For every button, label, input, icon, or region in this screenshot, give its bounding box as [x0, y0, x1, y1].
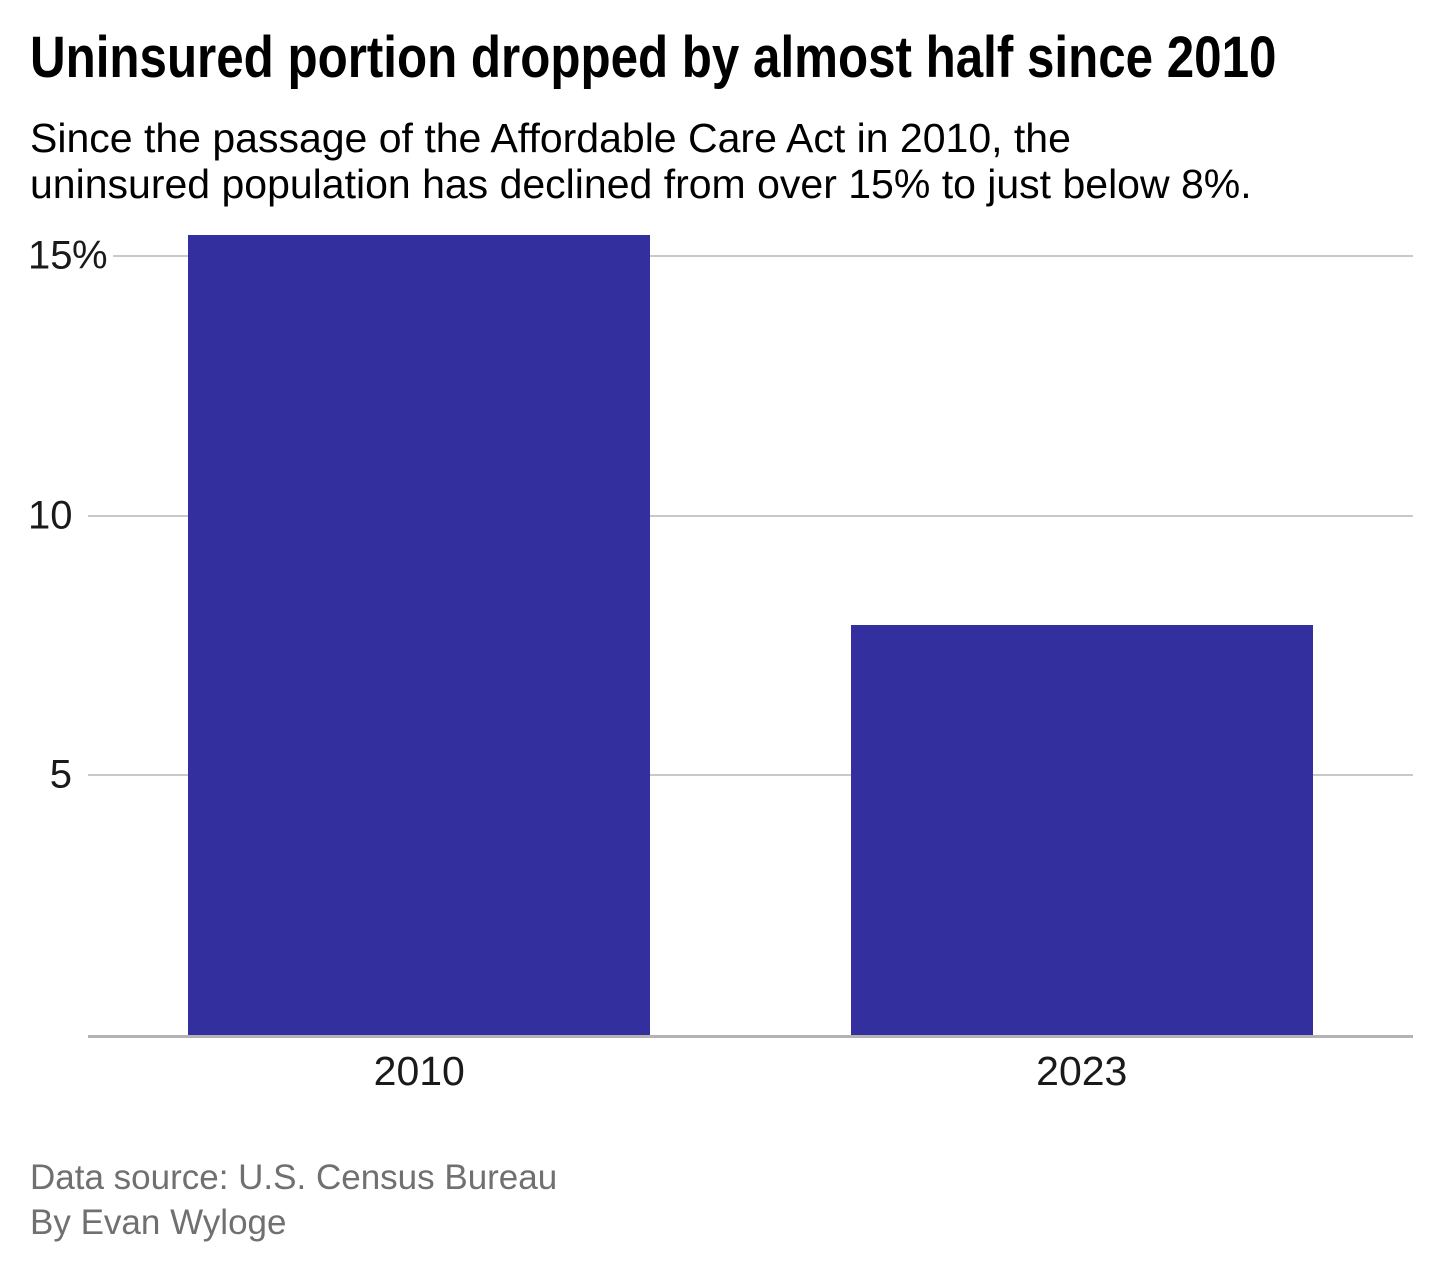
x-tick-label-2023: 2023: [1036, 1048, 1128, 1094]
chart-subtitle: Since the passage of the Affordable Care…: [30, 115, 1252, 207]
chart-subtitle-line-2: uninsured population has declined from o…: [30, 161, 1252, 207]
chart-footer: Data source: U.S. Census Bureau By Evan …: [30, 1155, 557, 1245]
gridline-15: [88, 254, 1413, 257]
chart-title: Uninsured portion dropped by almost half…: [30, 25, 1277, 90]
bar-2023: [850, 624, 1313, 1035]
bar-2010: [188, 235, 651, 1035]
chart-subtitle-line-1: Since the passage of the Affordable Care…: [30, 115, 1071, 161]
y-tick-label-10: 10: [28, 491, 77, 541]
y-tick-label-15: 15%: [28, 231, 113, 281]
bar-chart-plot: 15% 10 5 2010 2023: [28, 231, 1413, 1094]
gridline-10: [88, 514, 1413, 517]
data-source-note: Data source: U.S. Census Bureau: [30, 1158, 558, 1197]
gridline-5: [88, 774, 1413, 777]
byline: By Evan Wyloge: [30, 1203, 287, 1242]
y-tick-label-5: 5: [28, 750, 77, 800]
x-tick-label-2010: 2010: [373, 1048, 465, 1094]
